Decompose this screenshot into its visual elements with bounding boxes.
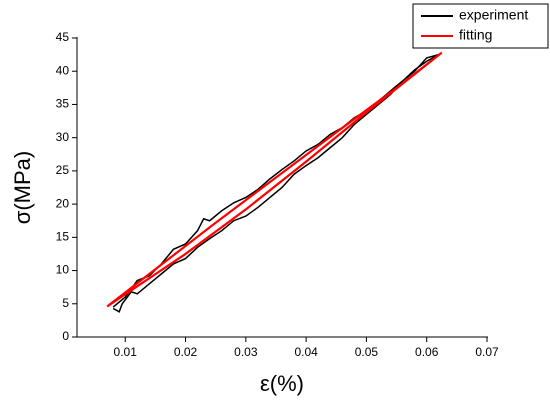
y-axis-label: σ(MPa) <box>10 151 35 224</box>
legend-box <box>412 3 549 49</box>
x-tick-label: 0.07 <box>475 345 499 359</box>
y-tick-label: 25 <box>56 163 70 177</box>
y-tick-label: 20 <box>56 196 70 210</box>
x-tick-label: 0.05 <box>355 345 379 359</box>
y-tick-label: 5 <box>62 296 69 310</box>
x-axis-label: ε(%) <box>260 371 304 396</box>
y-tick-label: 35 <box>56 97 70 111</box>
y-tick-label: 45 <box>56 30 70 44</box>
y-tick-label: 40 <box>56 63 70 77</box>
y-tick-label: 30 <box>56 130 70 144</box>
x-tick-label: 0.04 <box>294 345 318 359</box>
y-tick-label: 10 <box>56 263 70 277</box>
series-line <box>106 51 443 308</box>
x-tick-label: 0.06 <box>415 345 439 359</box>
x-tick-label: 0.01 <box>114 345 138 359</box>
series-line <box>112 53 440 313</box>
x-tick-label: 0.02 <box>174 345 198 359</box>
legend-label: experiment <box>459 7 528 23</box>
legend-label: fitting <box>459 27 492 43</box>
y-tick-label: 15 <box>56 230 70 244</box>
x-tick-label: 0.03 <box>234 345 258 359</box>
y-tick-label: 0 <box>62 329 69 343</box>
